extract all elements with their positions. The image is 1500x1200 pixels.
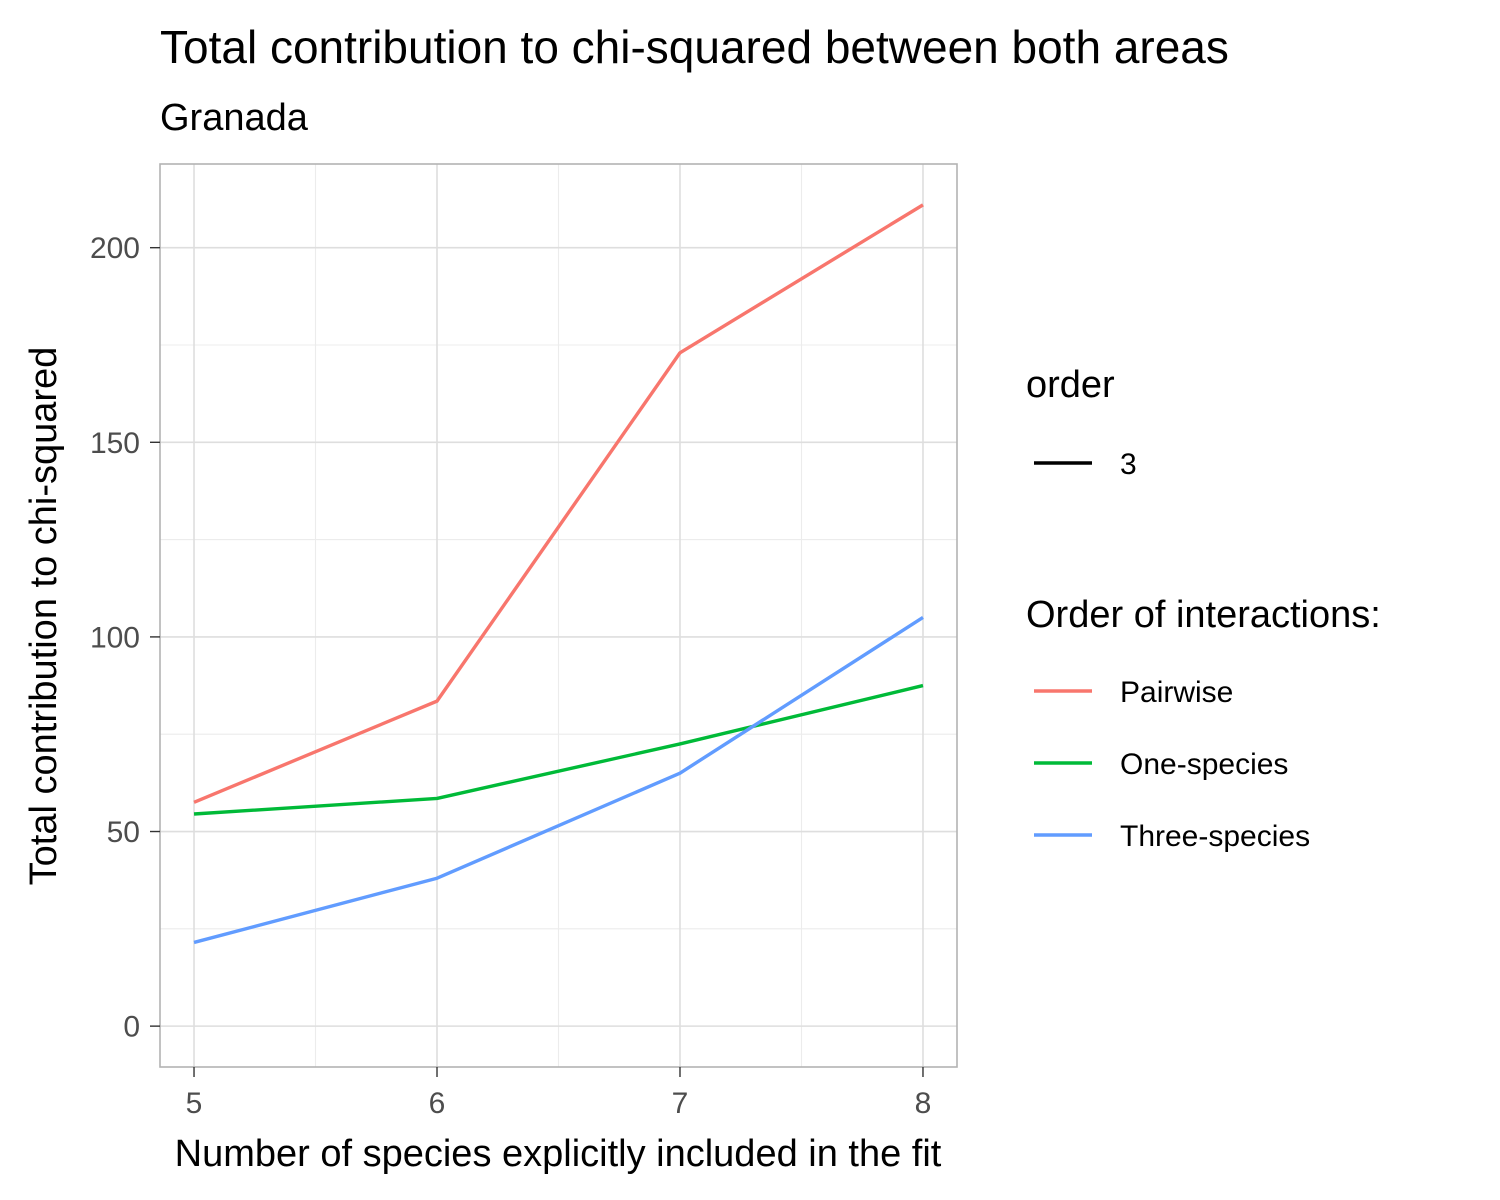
chart-title: Total contribution to chi-squared betwee… <box>160 21 1229 73</box>
grid <box>160 164 957 1067</box>
series-lines <box>193 203 924 945</box>
legend-label-one-species: One-species <box>1120 748 1288 781</box>
y-axis-title: Total contribution to chi-squared <box>23 347 65 886</box>
legend-order: order 3 <box>1026 364 1137 481</box>
y-tick-label: 100 <box>90 621 140 654</box>
legend-label-pairwise: Pairwise <box>1120 676 1233 709</box>
x-axis-title: Number of species explicitly included in… <box>175 1133 942 1175</box>
legend-order-label: 3 <box>1120 448 1137 481</box>
x-tick-label: 7 <box>672 1087 689 1120</box>
series-line-one-species <box>193 683 924 816</box>
legend-label-three-species: Three-species <box>1120 820 1310 853</box>
axis-ticks: 0 50 100 150 200 5 6 7 8 <box>90 232 931 1120</box>
x-tick-label: 6 <box>429 1087 446 1120</box>
legend-interactions: Order of interactions: Pairwise One-speci… <box>1026 594 1381 853</box>
series-line-pairwise <box>193 203 924 804</box>
plot-panel-border <box>159 163 958 1068</box>
y-tick-label: 200 <box>90 232 140 265</box>
y-tick-label: 50 <box>107 816 140 849</box>
legend-order-title: order <box>1026 364 1115 406</box>
series-line-three-species <box>193 616 924 945</box>
y-tick-label: 0 <box>123 1011 140 1044</box>
legend-interactions-title: Order of interactions: <box>1026 594 1381 636</box>
x-tick-label: 8 <box>915 1087 932 1120</box>
x-tick-label: 5 <box>186 1087 203 1120</box>
y-tick-label: 150 <box>90 427 140 460</box>
chart-subtitle: Granada <box>160 97 309 139</box>
